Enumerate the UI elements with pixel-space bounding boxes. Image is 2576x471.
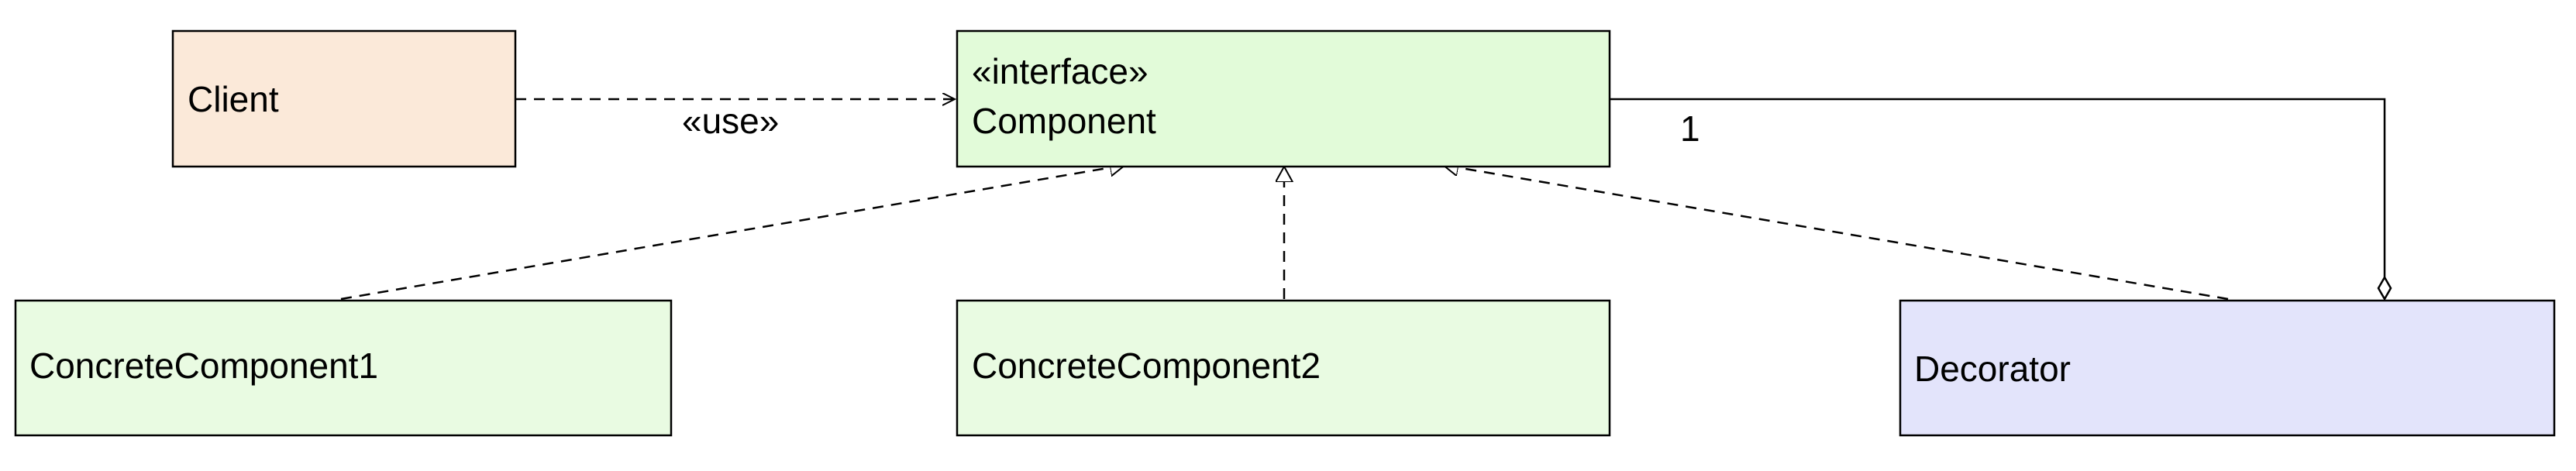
client-label: Client	[188, 79, 279, 119]
aggregation-multiplicity: 1	[1680, 108, 1700, 149]
component-interface-box[interactable]: «interface» Component	[956, 29, 1611, 168]
edges: «use» 1	[340, 98, 2392, 301]
concrete-component2-box[interactable]: ConcreteComponent2	[956, 299, 1611, 437]
concrete-component1-box[interactable]: ConcreteComponent1	[14, 299, 673, 437]
concrete-component1-label: ConcreteComponent1	[29, 346, 378, 386]
component-box-rect	[956, 29, 1611, 168]
aggregation-diamond	[2377, 275, 2392, 301]
use-dependency-label: «use»	[682, 101, 779, 141]
decorator-rect	[1899, 299, 2556, 437]
component-stereotype: «interface»	[972, 51, 1149, 91]
client-box-rect	[171, 29, 517, 168]
concrete-component2-label: ConcreteComponent2	[972, 346, 1321, 386]
concrete-component1-rect	[14, 299, 673, 437]
realization-line-concrete1	[340, 165, 1125, 301]
component-label: Component	[972, 101, 1156, 141]
decorator-label: Decorator	[1914, 349, 2071, 389]
concrete-component2-rect	[956, 299, 1611, 437]
aggregation-line	[1610, 98, 2386, 277]
client-box[interactable]: Client	[171, 29, 517, 168]
realization-line-decorator	[1443, 165, 2229, 301]
decorator-box[interactable]: Decorator	[1899, 299, 2556, 437]
nodes: Client «interface» Component ConcreteCom…	[14, 29, 2556, 437]
